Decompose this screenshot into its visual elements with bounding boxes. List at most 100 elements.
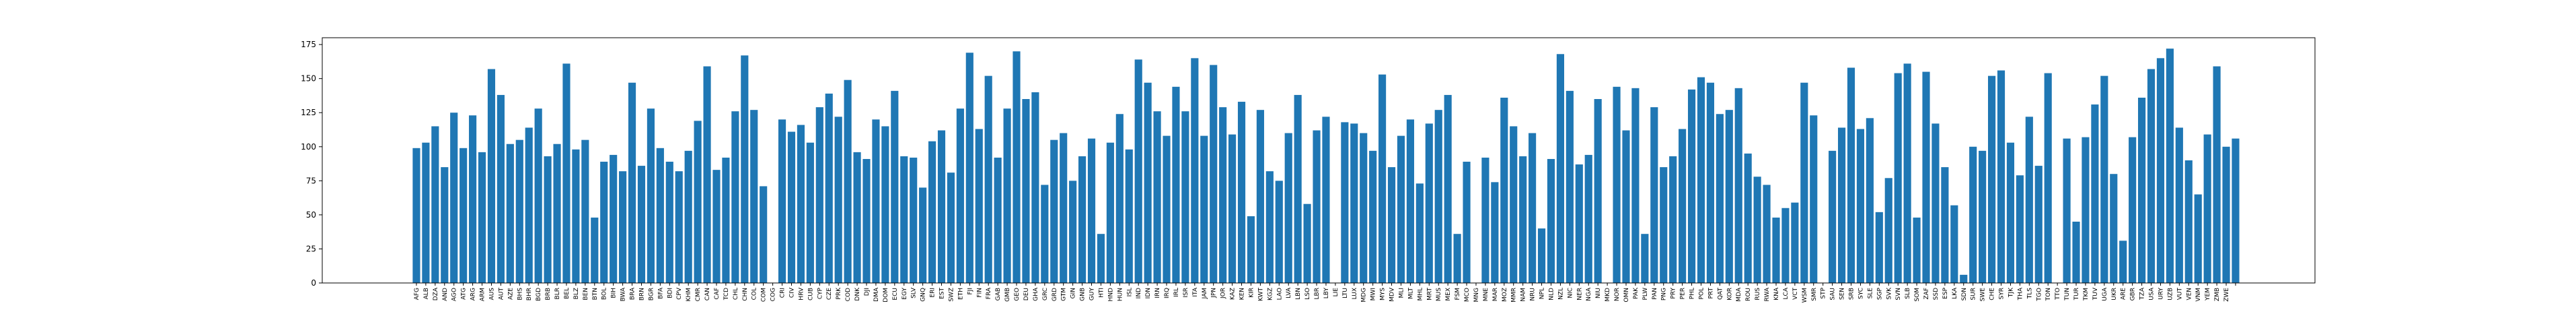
x-tick-label: KHM bbox=[686, 288, 692, 301]
x-tick-label: BRA bbox=[630, 287, 636, 300]
y-tick-label: 175 bbox=[301, 40, 316, 49]
bar bbox=[1350, 123, 1358, 283]
bar bbox=[496, 94, 505, 283]
bar bbox=[750, 110, 758, 283]
bar bbox=[1753, 177, 1761, 283]
x-tick-label: CUB bbox=[807, 288, 814, 300]
bar bbox=[515, 139, 523, 283]
x-tick-label: SAU bbox=[1830, 288, 1837, 300]
bar bbox=[581, 139, 589, 283]
bar bbox=[712, 170, 721, 283]
bar bbox=[1125, 149, 1133, 283]
bar bbox=[684, 150, 692, 283]
bar bbox=[731, 111, 739, 283]
x-tick-label: SDN bbox=[1961, 288, 1968, 300]
x-tick-label: BLR bbox=[554, 288, 561, 299]
bar bbox=[2016, 175, 2024, 283]
x-tick-label: GNQ bbox=[920, 288, 927, 302]
bar bbox=[562, 63, 571, 283]
bar bbox=[1378, 74, 1387, 283]
bar bbox=[1210, 65, 1218, 283]
bar bbox=[1275, 181, 1283, 283]
bar bbox=[1106, 142, 1114, 283]
x-tick-label: KGZ bbox=[1267, 288, 1274, 300]
bar bbox=[1772, 217, 1780, 283]
x-tick-label: CRI bbox=[780, 288, 786, 298]
bar bbox=[2194, 194, 2202, 283]
x-tick-label: ZMB bbox=[2214, 288, 2221, 301]
x-tick-label: LKA bbox=[1952, 287, 1958, 299]
y-tick-label: 50 bbox=[306, 210, 316, 220]
bar bbox=[1884, 178, 1892, 283]
x-tick-label: JPN bbox=[1211, 288, 1218, 298]
bar bbox=[1829, 150, 1837, 283]
bar bbox=[506, 144, 514, 283]
x-tick-label: MHL bbox=[1417, 288, 1424, 301]
x-tick-label: IRQ bbox=[1164, 288, 1171, 298]
bar bbox=[610, 154, 618, 283]
x-tick-label: MMR bbox=[1511, 288, 1518, 303]
bar bbox=[1172, 86, 1180, 284]
x-tick-label: ISL bbox=[1126, 288, 1133, 296]
bar bbox=[806, 142, 814, 283]
bar bbox=[1960, 274, 1968, 283]
x-tick-label: COD bbox=[845, 288, 852, 301]
x-tick-label: SOM bbox=[1914, 288, 1921, 302]
x-tick-label: PRK bbox=[836, 287, 842, 300]
bar bbox=[1679, 129, 1687, 283]
x-tick-label: AGO bbox=[451, 288, 458, 301]
bar bbox=[1500, 97, 1508, 283]
x-tick-label: CHE bbox=[1989, 288, 1996, 300]
bar bbox=[441, 167, 449, 283]
y-tick-label: 25 bbox=[306, 244, 316, 253]
bar bbox=[844, 80, 852, 283]
bar bbox=[1660, 167, 1668, 283]
x-tick-label: MYS bbox=[1380, 288, 1387, 300]
x-tick-label: MOZ bbox=[1502, 288, 1508, 302]
x-tick-label: POL bbox=[1698, 288, 1705, 300]
bar bbox=[1303, 203, 1311, 283]
x-tick-label: DMA bbox=[873, 287, 880, 302]
x-tick-label: NER bbox=[1576, 288, 1583, 300]
x-tick-label: ECU bbox=[892, 288, 899, 300]
bar bbox=[1584, 154, 1592, 283]
x-tick-label: USA bbox=[2149, 287, 2156, 300]
bar bbox=[1594, 99, 1602, 283]
x-tick-label: SLE bbox=[1867, 288, 1874, 299]
bar bbox=[1800, 82, 1808, 283]
bar bbox=[2147, 69, 2156, 283]
bar bbox=[487, 69, 496, 283]
bar bbox=[1237, 102, 1246, 284]
x-tick-label: SLV bbox=[911, 287, 918, 298]
bar bbox=[1181, 111, 1189, 283]
x-tick-label: CHL bbox=[733, 288, 739, 300]
x-tick-label: LIE bbox=[1333, 288, 1339, 297]
x-tick-label: AFG bbox=[414, 288, 420, 300]
bar bbox=[1397, 135, 1405, 283]
bar bbox=[965, 53, 973, 283]
x-tick-label: MLI bbox=[1398, 288, 1405, 298]
x-tick-label: NPL bbox=[1539, 288, 1546, 299]
bar bbox=[1144, 82, 1152, 283]
bar bbox=[881, 126, 889, 283]
x-tick-label: BEN bbox=[583, 288, 589, 300]
x-tick-label: UKR bbox=[2111, 288, 2118, 300]
bar bbox=[2156, 58, 2165, 283]
x-tick-label: RWA bbox=[1764, 287, 1771, 301]
x-tick-label: KEN bbox=[1239, 288, 1246, 300]
x-tick-label: SRB bbox=[1849, 288, 1855, 300]
x-tick-label: MAR bbox=[1492, 288, 1499, 301]
bar bbox=[1369, 150, 1377, 283]
x-tick-label: UZB bbox=[2167, 288, 2174, 300]
x-tick-label: GAB bbox=[995, 288, 1002, 300]
x-tick-label: FRA bbox=[986, 287, 992, 299]
bar bbox=[778, 119, 786, 283]
bar bbox=[797, 125, 805, 283]
bar bbox=[1791, 202, 1799, 283]
y-tick-label: 125 bbox=[301, 108, 316, 117]
x-tick-label: DJI bbox=[864, 288, 871, 296]
x-tick-label: ETH bbox=[957, 288, 964, 300]
bar bbox=[1575, 164, 1583, 283]
x-tick-label: BGD bbox=[536, 288, 542, 301]
bar bbox=[1463, 162, 1471, 283]
